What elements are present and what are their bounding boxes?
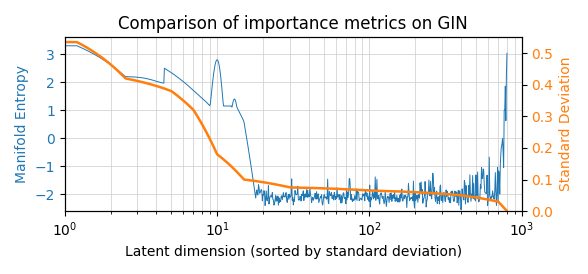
Y-axis label: Manifold Entropy: Manifold Entropy [15, 65, 29, 183]
Y-axis label: Standard Deviation: Standard Deviation [559, 57, 573, 192]
Title: Comparison of importance metrics on GIN: Comparison of importance metrics on GIN [118, 15, 468, 33]
X-axis label: Latent dimension (sorted by standard deviation): Latent dimension (sorted by standard dev… [125, 245, 462, 259]
